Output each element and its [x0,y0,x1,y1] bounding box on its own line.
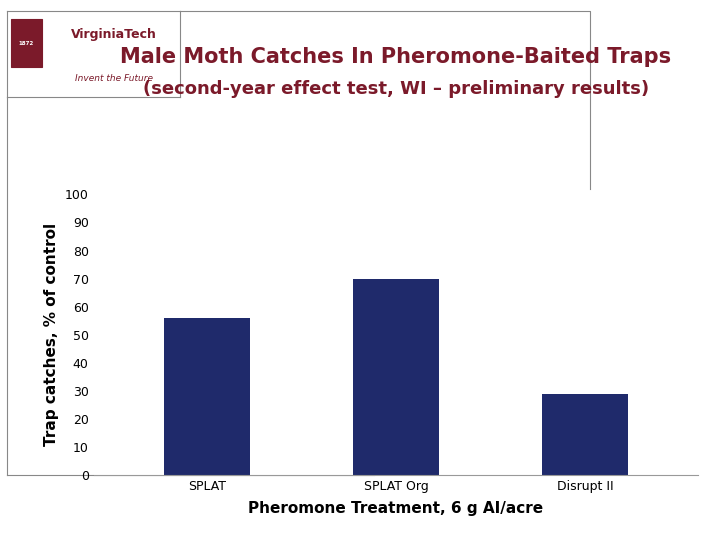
X-axis label: Pheromone Treatment, 6 g AI/acre: Pheromone Treatment, 6 g AI/acre [248,502,544,516]
Text: Male Moth Catches In Pheromone-Baited Traps: Male Moth Catches In Pheromone-Baited Tr… [120,46,672,67]
Text: Invent the Future: Invent the Future [76,73,153,83]
Bar [11,19,42,67]
Text: VirginiaTech: VirginiaTech [71,29,157,42]
Text: (second-year effect test, WI – preliminary results): (second-year effect test, WI – prelimina… [143,80,649,98]
Bar [164,318,250,475]
Y-axis label: Trap catches, % of control: Trap catches, % of control [45,223,59,447]
Bar [542,394,628,475]
Bar [354,279,438,475]
Text: 1872: 1872 [19,40,34,46]
